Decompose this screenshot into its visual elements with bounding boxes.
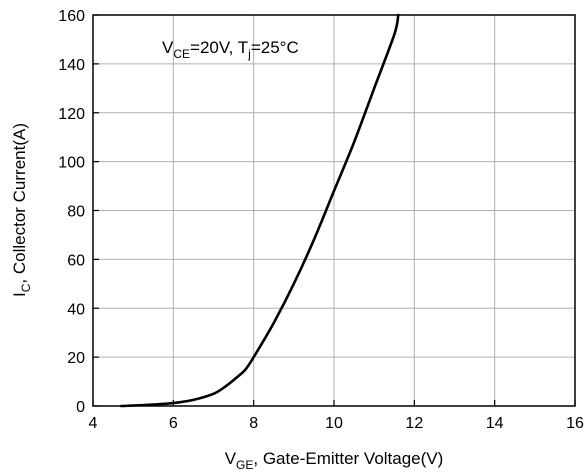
series [119,13,400,408]
y-tick-label: 160 [58,8,85,25]
y-axis-label: IC, Collector Current(A) [10,123,33,297]
y-tick-label: 80 [67,204,85,221]
x-axis-label: VGE, Gate-Emitter Voltage(V) [225,449,444,472]
ticks [92,14,576,407]
x-tick-label: 6 [169,415,178,432]
y-tick-label: 100 [58,155,85,172]
x-tick-label: 8 [249,415,258,432]
annotation: VCE=20V, Tj=25°C [162,38,299,61]
grid [93,15,575,406]
x-tick-label: 16 [566,415,584,432]
y-tick-label: 120 [58,106,85,123]
y-tick-label: 60 [67,252,85,269]
y-tick-label: 40 [67,301,85,318]
x-tick-label: 14 [486,415,504,432]
x-tick-label: 4 [89,415,98,432]
y-tick-label: 0 [76,399,85,416]
x-tick-label: 12 [405,415,423,432]
y-tick-label: 20 [67,350,85,367]
series-line-0 [119,13,400,408]
x-tick-label: 10 [325,415,343,432]
y-tick-label: 140 [58,57,85,74]
